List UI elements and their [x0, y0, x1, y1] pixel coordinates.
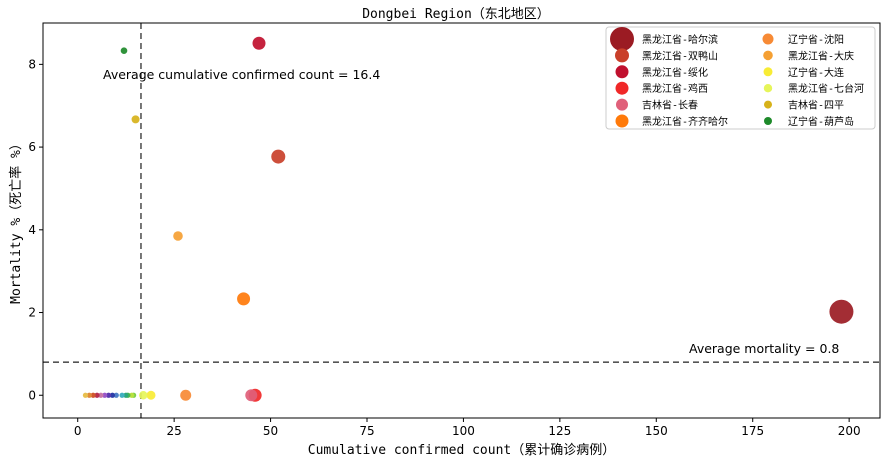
- data-point: [86, 392, 92, 398]
- legend-label: 辽宁省-大连: [788, 66, 844, 79]
- legend-label: 黑龙江省-双鸭山: [642, 49, 718, 62]
- legend-marker: [615, 65, 629, 79]
- legend-marker: [764, 100, 772, 109]
- data-point: [102, 392, 108, 398]
- legend-marker: [610, 27, 634, 51]
- legend-label: 辽宁省-沈阳: [788, 33, 844, 46]
- data-point: [245, 389, 258, 402]
- legend: 黑龙江省-哈尔滨黑龙江省-双鸭山黑龙江省-绥化黑龙江省-鸡西吉林省-长春黑龙江省…: [605, 26, 876, 130]
- legend-marker: [763, 84, 773, 93]
- legend-marker: [615, 48, 629, 63]
- legend-label: 吉林省-四平: [788, 99, 844, 112]
- data-point: [109, 392, 116, 398]
- plot-frame: [42, 22, 881, 419]
- legend-marker: [616, 98, 628, 111]
- x-tick-label: 50: [263, 424, 278, 438]
- data-point: [94, 392, 100, 398]
- x-tick-label: 200: [838, 424, 861, 438]
- data-point: [119, 392, 125, 398]
- x-axis: 0 25 50 75 100 125 150 175 200: [74, 418, 861, 438]
- legend-label: 黑龙江省-七台河: [788, 82, 864, 95]
- legend-label: 黑龙江省-绥化: [642, 66, 708, 79]
- data-point: [131, 115, 140, 124]
- chart-title: Dongbei Region（东北地区）: [362, 7, 550, 22]
- x-tick-label: 75: [359, 424, 374, 438]
- y-tick-label: 2: [28, 306, 36, 320]
- data-point: [146, 390, 156, 400]
- y-axis-title: Mortality %（死亡率 %）: [8, 137, 24, 304]
- y-tick-label: 6: [28, 140, 36, 154]
- legend-marker: [615, 114, 629, 128]
- data-point: [237, 292, 251, 306]
- data-point: [120, 47, 128, 55]
- data-point: [829, 299, 854, 324]
- legend-marker: [762, 33, 774, 45]
- legend-marker: [763, 67, 773, 77]
- legend-label: 黑龙江省-齐齐哈尔: [642, 115, 728, 128]
- data-point: [105, 392, 112, 398]
- avg-mortality-label: Average mortality = 0.8: [689, 341, 839, 356]
- data-point: [271, 149, 286, 164]
- data-point: [129, 392, 135, 398]
- data-point: [180, 389, 192, 401]
- x-tick-label: 125: [548, 424, 571, 438]
- legend-marker: [615, 81, 629, 95]
- y-tick-label: 8: [28, 57, 36, 71]
- y-tick-label: 0: [28, 388, 36, 402]
- data-point: [82, 392, 89, 398]
- legend-label: 黑龙江省-哈尔滨: [642, 33, 718, 46]
- legend-label: 黑龙江省-鸡西: [642, 82, 708, 95]
- x-axis-title: Cumulative confirmed count（累计确诊病例）: [308, 443, 616, 458]
- plot-area: Average cumulative confirmed count = 16.…: [43, 23, 880, 418]
- legend-label: 吉林省-长春: [642, 99, 698, 112]
- x-tick-label: 150: [645, 424, 668, 438]
- data-point: [90, 392, 96, 398]
- data-point: [252, 36, 266, 50]
- x-tick-label: 100: [452, 424, 475, 438]
- data-point: [113, 392, 119, 398]
- data-point: [98, 392, 104, 398]
- y-tick-label: 4: [28, 223, 36, 237]
- x-tick-label: 25: [167, 424, 182, 438]
- legend-marker: [763, 50, 773, 61]
- legend-marker: [764, 117, 772, 125]
- data-point: [123, 392, 129, 398]
- legend-box: [605, 26, 876, 130]
- data-point: [139, 391, 148, 400]
- y-axis: 0 2 4 6 8: [28, 57, 43, 402]
- legend-label: 黑龙江省-大庆: [788, 49, 854, 62]
- x-tick-label: 175: [741, 424, 764, 438]
- data-point: [173, 231, 183, 241]
- avg-confirmed-label: Average cumulative confirmed count = 16.…: [103, 67, 380, 82]
- x-tick-label: 0: [74, 424, 82, 438]
- legend-label: 辽宁省-葫芦岛: [788, 115, 854, 128]
